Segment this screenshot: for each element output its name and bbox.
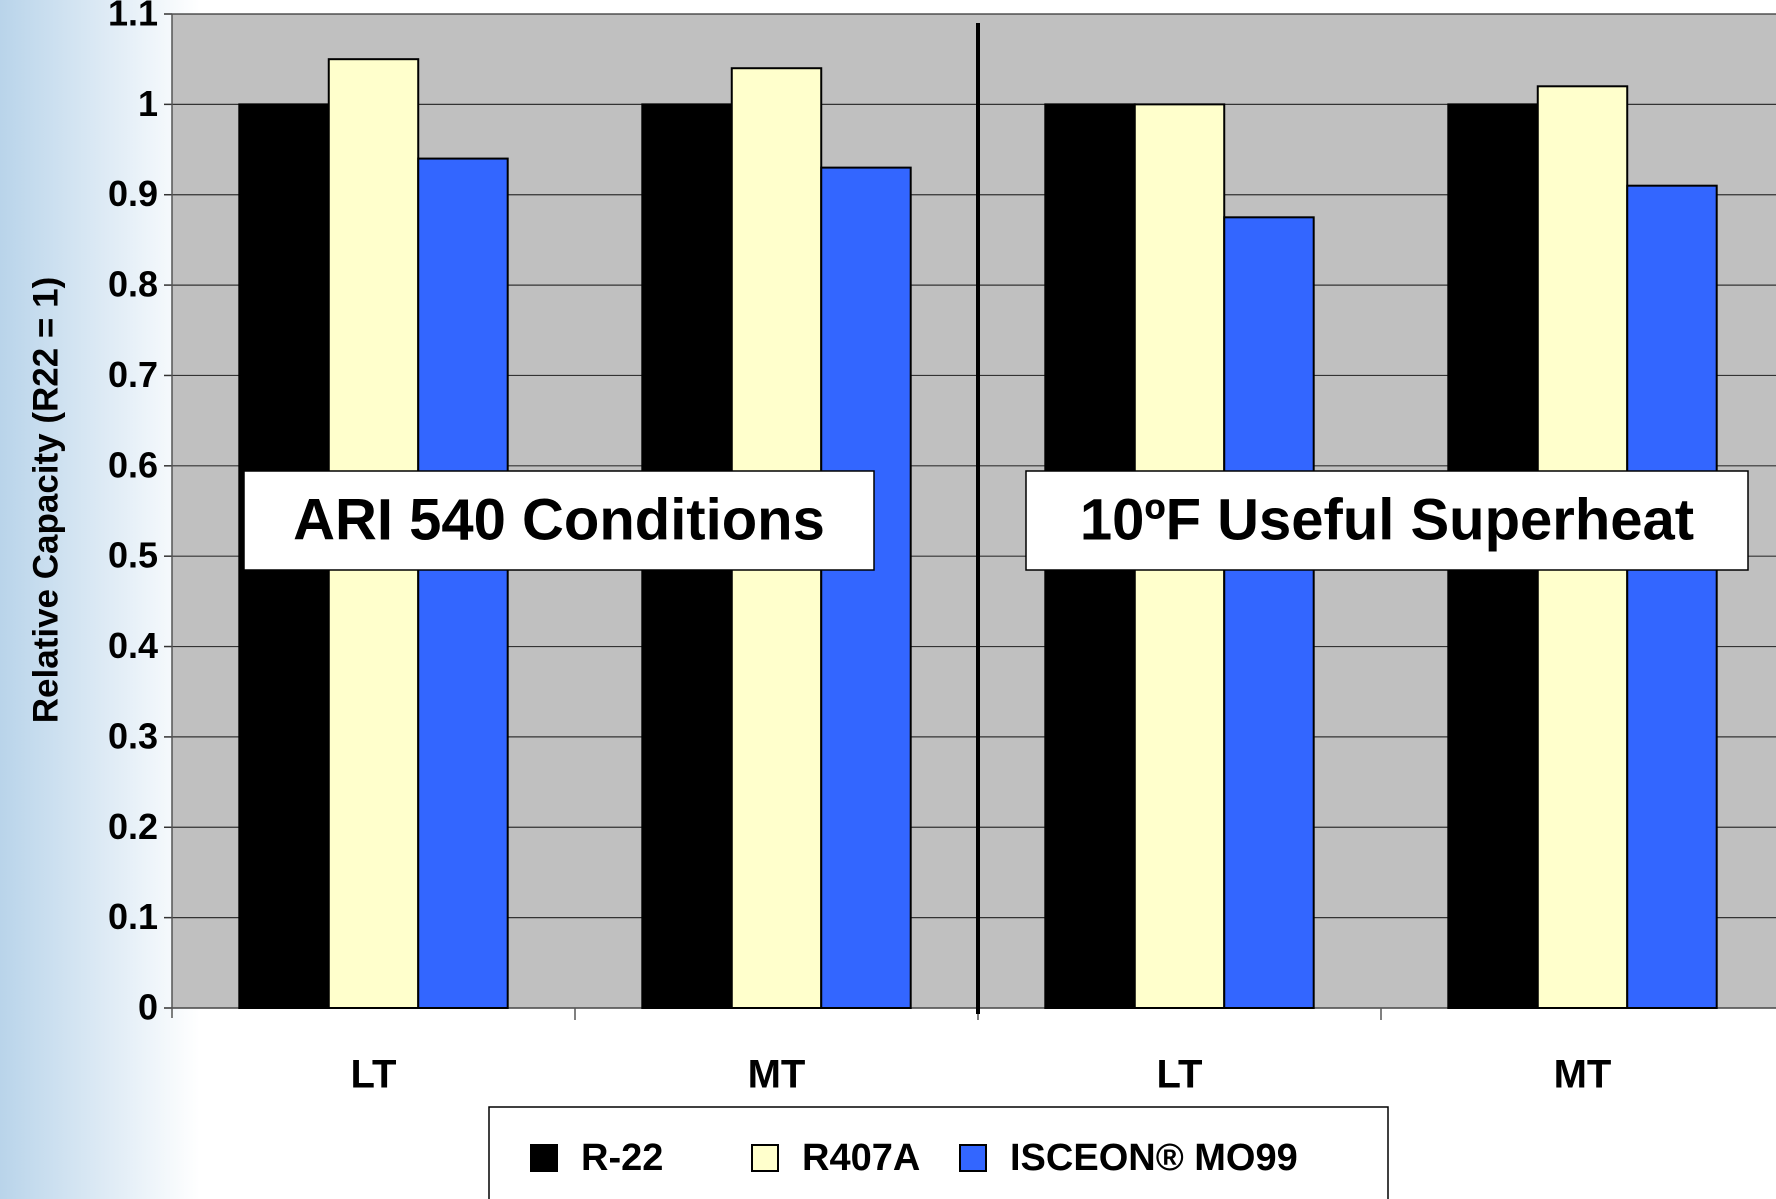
annotation-box	[1025, 470, 1749, 571]
legend-label: R407A	[802, 1137, 920, 1179]
legend-box	[488, 1106, 1389, 1199]
legend-swatch	[959, 1144, 987, 1172]
bar	[820, 166, 912, 1010]
y-tick-label: 0.2	[108, 806, 158, 847]
y-tick-label: 1	[138, 83, 158, 124]
y-tick-label: 0.1	[108, 896, 158, 937]
y-tick-label: 0.7	[108, 354, 158, 395]
annotation: 10ºF Useful Superheat	[1080, 487, 1694, 552]
legend-label: R-22	[581, 1137, 663, 1179]
bar	[1626, 184, 1718, 1009]
x-tick-label: LT	[351, 1053, 397, 1097]
annotation: ARI 540 Conditions	[293, 487, 825, 552]
y-tick-label: 0	[138, 987, 158, 1028]
x-tick-label: MT	[1554, 1053, 1612, 1097]
y-tick-label: 0.9	[108, 173, 158, 214]
legend-swatch	[530, 1144, 558, 1172]
bar	[1223, 216, 1315, 1009]
bar	[417, 157, 509, 1009]
y-tick-label: 0.4	[108, 625, 158, 666]
legend-swatch	[751, 1144, 779, 1172]
y-axis-label: Relative Capacity (R22 = 1)	[26, 277, 65, 723]
legend-label: ISCEON® MO99	[1010, 1137, 1298, 1179]
y-tick-label: 0.5	[108, 535, 158, 576]
y-tick-label: 0.3	[108, 715, 158, 756]
x-tick-label: LT	[1157, 1053, 1203, 1097]
y-tick-label: 0.6	[108, 444, 158, 485]
x-tick-label: MT	[748, 1053, 806, 1097]
y-tick-label: 1.1	[108, 0, 158, 34]
y-tick-label: 0.8	[108, 264, 158, 305]
annotation-box	[243, 470, 875, 571]
background	[0, 0, 200, 1199]
